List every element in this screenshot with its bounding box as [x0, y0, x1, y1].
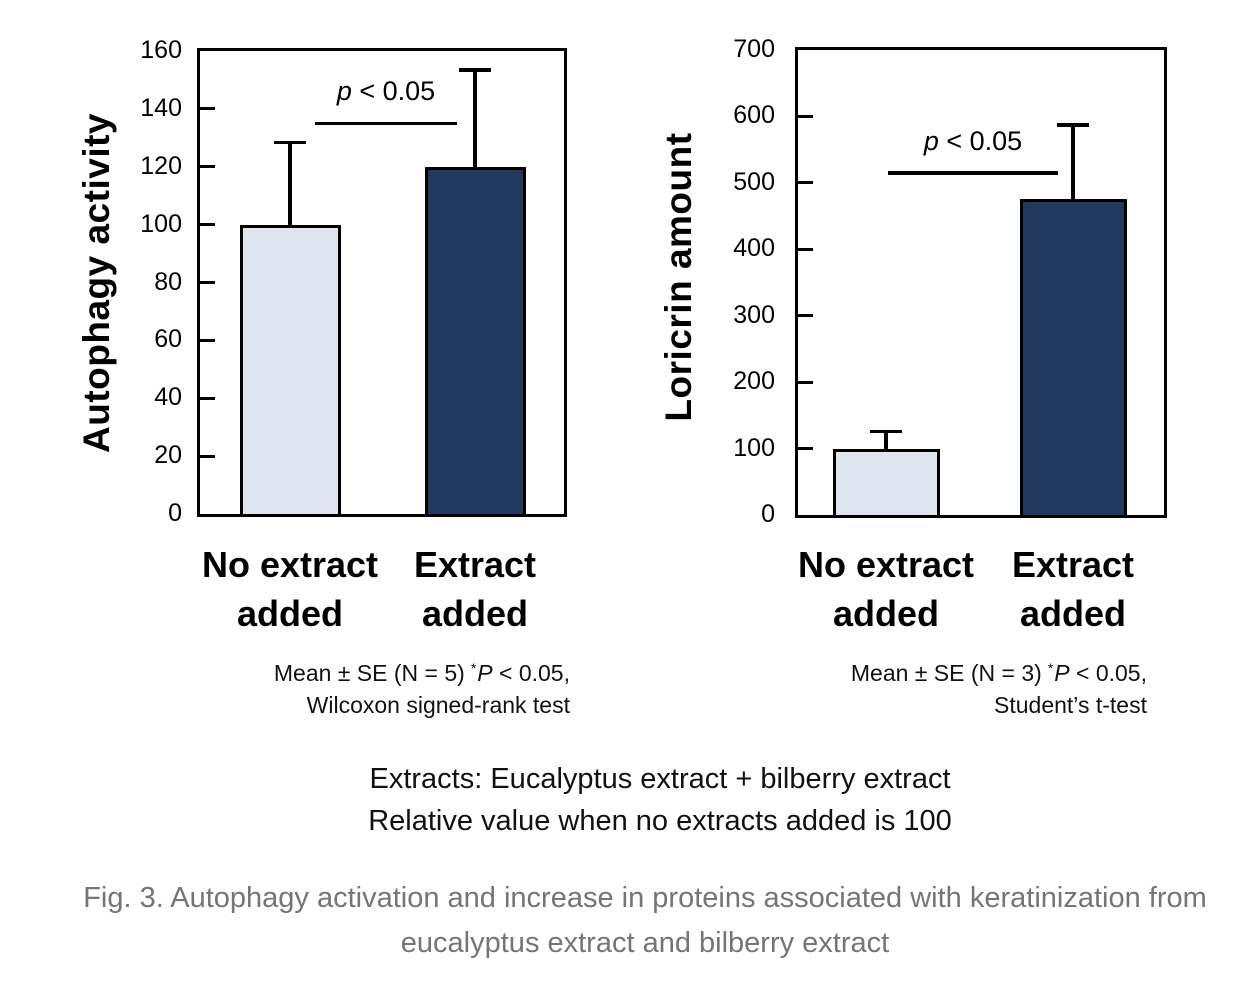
y-axis-tick-mark — [200, 165, 215, 169]
error-bar-line — [884, 429, 888, 449]
y-axis-tick-label: 160 — [140, 36, 182, 64]
y-axis-tick-label: 120 — [140, 151, 182, 180]
y-axis-tick-label: 40 — [154, 383, 182, 412]
bar-no-extract-added — [832, 448, 940, 515]
y-axis-tick-label: 200 — [733, 367, 775, 396]
category-label-no-extract: No extract added — [201, 544, 379, 634]
y-axis-tick-mark — [200, 454, 215, 458]
error-bar-cap — [1057, 123, 1089, 127]
y-axis-tick-mark — [200, 338, 215, 342]
extracts-annotation: Extracts: Eucalyptus extract + bilberry … — [125, 758, 1195, 842]
figure-caption-line2: eucalyptus extract and bilberry extract — [400, 927, 890, 959]
y-axis-tick-mark — [798, 114, 813, 118]
asterisk: * — [1047, 660, 1054, 676]
y-axis-tick-label: 100 — [140, 209, 182, 238]
significance-line — [315, 121, 457, 126]
figure-caption: Fig. 3. Autophagy activation and increas… — [0, 876, 1250, 966]
y-axis-tick-label: 400 — [733, 234, 775, 263]
y-axis-tick-label: 300 — [733, 300, 775, 329]
significance-label: p < 0.05 — [276, 76, 496, 107]
error-bar-line — [473, 68, 477, 167]
y-axis-tick-label: 0 — [168, 499, 182, 527]
y-axis-tick-label: 100 — [733, 433, 775, 462]
y-axis-tick-label: 600 — [733, 101, 775, 130]
stats-footnote-line2: Wilcoxon signed-rank test — [306, 692, 570, 718]
error-bar-line — [1071, 123, 1075, 200]
stats-footnote-line1: Mean ± SE (N = 5) *P < 0.05, — [273, 660, 570, 686]
significance-label: p < 0.05 — [863, 126, 1083, 157]
extracts-annotation-line1: Extracts: Eucalyptus extract + bilberry … — [369, 763, 951, 795]
y-axis-tick-mark — [200, 396, 215, 400]
y-axis-tick-label: 0 — [761, 500, 775, 528]
category-label-extract: Extract added — [413, 544, 537, 634]
y-axis-tick-label: 500 — [733, 167, 775, 196]
y-axis-tick-mark — [798, 380, 813, 384]
error-bar-line — [288, 140, 292, 225]
plot-frame — [795, 47, 1167, 518]
significance-line — [888, 171, 1058, 175]
bar-extract-added — [1019, 199, 1127, 515]
y-axis-tick-mark — [798, 247, 813, 251]
extracts-annotation-line2: Relative value when no extracts added is… — [368, 805, 952, 837]
error-bar-cap — [870, 429, 902, 434]
y-axis-tick-label: 20 — [154, 441, 182, 470]
y-axis-tick-label: 80 — [154, 267, 182, 296]
significance-value: < 0.05 — [938, 126, 1023, 156]
asterisk: * — [470, 660, 477, 676]
significance-p: p — [336, 76, 352, 106]
y-axis-tick-mark — [798, 447, 813, 451]
y-axis-tick-mark — [200, 223, 215, 227]
y-axis-tick-mark — [200, 281, 215, 284]
category-label-no-extract: No extract added — [797, 544, 975, 634]
y-axis-tick-label: 140 — [140, 93, 182, 122]
stats-footnote-line2: Student’s t-test — [994, 692, 1147, 718]
y-axis-tick-label: 700 — [733, 35, 775, 63]
bar-extract-added — [424, 166, 526, 514]
error-bar-cap — [459, 68, 491, 72]
category-label-extract: Extract added — [1011, 544, 1135, 634]
stats-footnote-line1: Mean ± SE (N = 3) *P < 0.05, — [850, 660, 1147, 686]
y-axis-tick-mark — [798, 314, 813, 318]
y-axis-tick-label: 60 — [154, 325, 182, 354]
plot-frame — [197, 48, 567, 517]
figure-caption-line1: Fig. 3. Autophagy activation and increas… — [83, 882, 1207, 914]
y-axis-tick-mark — [798, 181, 813, 185]
bar-no-extract-added — [239, 224, 341, 514]
stats-footnote: Mean ± SE (N = 3) *P < 0.05, Student’s t-… — [845, 652, 1147, 721]
stats-footnote: Mean ± SE (N = 5) *P < 0.05, Wilcoxon sig… — [268, 652, 570, 721]
significance-value: < 0.05 — [351, 76, 436, 106]
significance-p: p — [923, 126, 939, 156]
error-bar-cap — [274, 140, 306, 145]
y-axis-tick-mark — [200, 107, 215, 111]
